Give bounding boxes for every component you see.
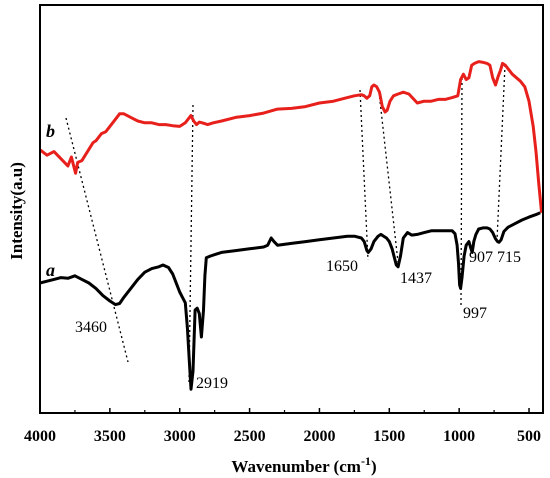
x-tick-label-4000: 4000 xyxy=(24,428,56,445)
series-label-b: b xyxy=(46,121,55,141)
plot-frame xyxy=(39,4,544,414)
labels-layer: b a 3460 2919 1650 1437 997 907 715 xyxy=(46,121,521,392)
peak-label-1650: 1650 xyxy=(326,258,358,275)
x-tick-label-1500: 1500 xyxy=(373,428,405,445)
guide-line-3 xyxy=(359,89,369,261)
x-tick-label-500: 500 xyxy=(517,428,541,445)
peak-label-997: 997 xyxy=(463,305,487,322)
y-axis-title: Intensity(a.u) xyxy=(7,162,26,260)
x-tick-label-3000: 3000 xyxy=(164,428,196,445)
peak-label-2919: 2919 xyxy=(196,375,228,392)
guide-line-6 xyxy=(496,64,506,241)
series-layer xyxy=(39,60,544,391)
x-tick-label-2500: 2500 xyxy=(234,428,266,445)
x-tick-label-2000: 2000 xyxy=(303,428,335,445)
x-tick-label-3500: 3500 xyxy=(94,428,126,445)
x-axis-title-main: Wavenumber (cm xyxy=(231,457,361,476)
series-line-a xyxy=(39,211,541,391)
peak-label-907: 907 xyxy=(469,249,493,266)
x-axis-title-end: ) xyxy=(371,457,377,476)
peak-label-715: 715 xyxy=(497,249,521,266)
series-label-a: a xyxy=(46,260,55,280)
dotted-guide-lines xyxy=(65,64,506,383)
peak-label-1437: 1437 xyxy=(400,270,432,287)
peak-label-3460: 3460 xyxy=(75,319,107,336)
x-axis-ticks: 4000 3500 3000 2500 2000 1500 1000 500 xyxy=(24,408,541,445)
x-tick-label-1000: 1000 xyxy=(443,428,475,445)
x-axis-title-sup: -1 xyxy=(361,454,371,468)
x-axis-title: Wavenumber (cm-1) xyxy=(231,454,376,476)
guide-line-2 xyxy=(188,104,194,383)
series-line-b xyxy=(39,60,544,213)
guide-line-4 xyxy=(378,91,399,263)
guide-line-1 xyxy=(65,117,129,363)
